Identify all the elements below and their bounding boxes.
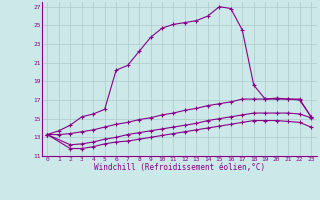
- X-axis label: Windchill (Refroidissement éolien,°C): Windchill (Refroidissement éolien,°C): [94, 163, 265, 172]
